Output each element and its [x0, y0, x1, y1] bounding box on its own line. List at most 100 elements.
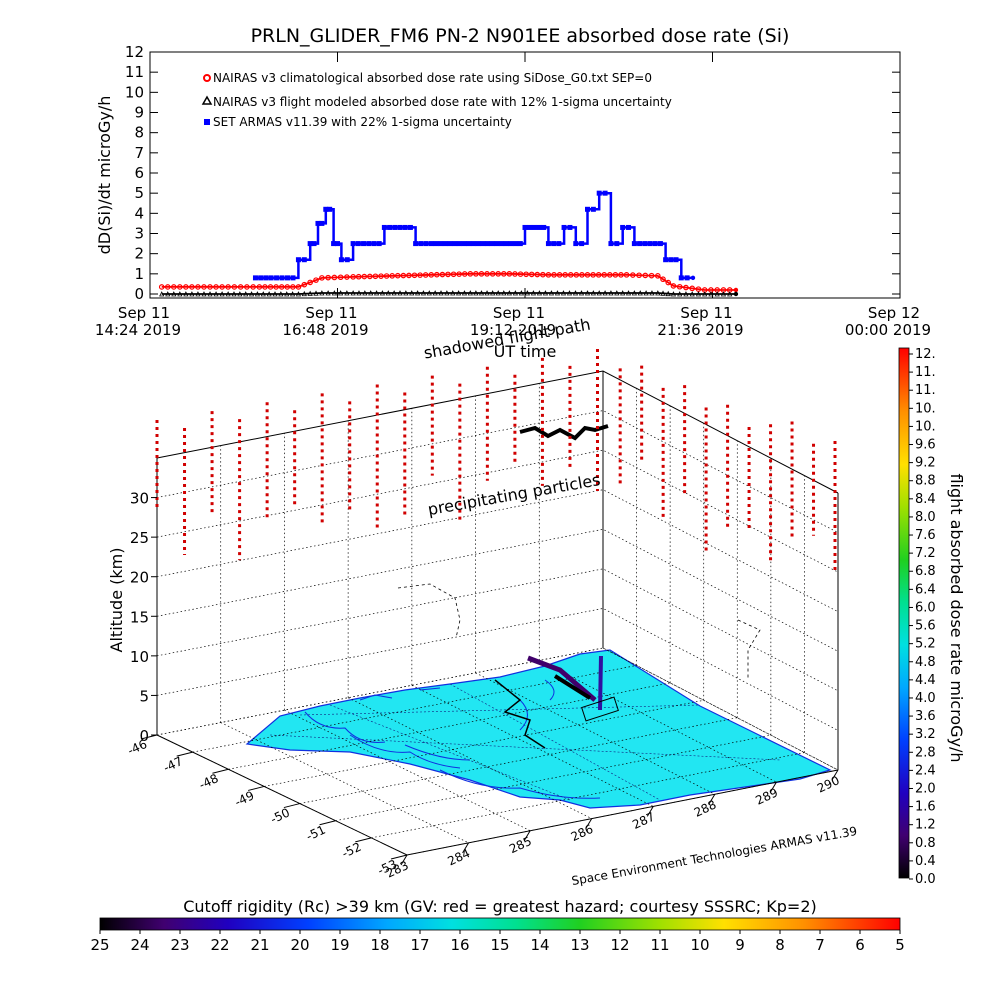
- data-point: [252, 275, 258, 281]
- data-point: [637, 241, 643, 247]
- annotation-precipitating-particles: precipitating particles: [426, 470, 602, 519]
- data-point: [714, 291, 720, 297]
- dose-colorbar-tick-label: 0.0: [915, 872, 936, 887]
- altitude-gridline: [156, 489, 839, 613]
- data-point: [602, 190, 608, 196]
- data-point: [556, 272, 563, 278]
- data-point: [595, 272, 602, 278]
- lon-tick-label: 289: [753, 785, 780, 807]
- data-point: [506, 271, 513, 277]
- dose-colorbar-ticks: 12. 11. 11. 10. 10. 9.6 9.2 8.8 8.4 8.0 7.6 7.2 6.8 6…: [909, 347, 936, 887]
- data-point: [378, 273, 384, 279]
- data-point: [612, 272, 619, 278]
- data-point: [315, 220, 321, 226]
- flight-path-box: [581, 696, 619, 722]
- data-point: [177, 284, 183, 290]
- data-point: [467, 271, 474, 277]
- dose-colorbar-tick-label: 6.4: [915, 582, 936, 597]
- data-point: [665, 279, 672, 286]
- dose-colorbar-tick-label: 6.0: [915, 600, 936, 615]
- data-point: [327, 206, 333, 212]
- lat-tick-mark: [212, 768, 229, 774]
- rigidity-colorbar-tick-label: 19: [330, 936, 349, 954]
- data-point: [355, 273, 362, 280]
- rigidity-colorbar-tick-label: 17: [410, 936, 429, 954]
- data-point: [636, 272, 642, 279]
- data-point: [362, 290, 368, 296]
- data-point: [647, 241, 653, 247]
- y-tick-label: 2: [134, 245, 144, 263]
- y-tick-label: 12: [125, 43, 144, 61]
- data-point: [389, 273, 395, 279]
- data-point: [225, 284, 231, 290]
- lat-tick-mark: [140, 734, 158, 740]
- flight-path-vertical: [598, 655, 603, 711]
- lat-tick-mark: [355, 837, 372, 843]
- data-point: [278, 291, 284, 297]
- shadowed-flight-path: [519, 424, 609, 441]
- lat-tick-label: -47: [161, 754, 185, 775]
- data-point: [307, 290, 313, 296]
- data-point: [618, 272, 624, 278]
- data-point: [158, 284, 165, 290]
- data-point: [494, 241, 500, 247]
- rigidity-colorbar-tick-label: 24: [130, 936, 149, 954]
- data-point: [237, 284, 244, 290]
- y-tick-label: 7: [134, 144, 144, 162]
- legend-label-armas: SET ARMAS v11.39 with 22% 1-sigma uncert…: [213, 115, 512, 129]
- data-point: [670, 283, 677, 289]
- data-point: [262, 284, 268, 290]
- data-point: [620, 224, 626, 230]
- data-point: [183, 284, 189, 290]
- data-point: [258, 275, 264, 281]
- data-point: [391, 290, 397, 296]
- data-point: [733, 287, 739, 293]
- lon-tick-label: 290: [815, 773, 842, 795]
- data-point: [361, 273, 368, 280]
- altitude-axis-label: Altitude (km): [107, 548, 126, 653]
- altitude-ticks: 0 5 10 15 20 25 30: [130, 490, 157, 745]
- data-point: [285, 275, 290, 281]
- data-point: [499, 241, 505, 247]
- data-point: [307, 241, 313, 247]
- data-point: [301, 257, 307, 263]
- y-tick-label: 0: [134, 285, 144, 303]
- data-point: [284, 284, 291, 290]
- data-point: [677, 291, 683, 297]
- dose-colorbar-tick-label: 4.4: [915, 673, 936, 688]
- data-point: [319, 275, 325, 281]
- data-point: [708, 291, 714, 297]
- lat-tick-mark: [283, 803, 300, 809]
- data-point: [394, 272, 401, 279]
- dose-colorbar-tick-label: 9.6: [915, 438, 936, 453]
- data-point: [420, 290, 427, 296]
- data-point: [684, 275, 690, 281]
- data-point: [456, 241, 462, 247]
- data-point: [406, 272, 412, 279]
- altitude-tick-label: 10: [130, 648, 149, 666]
- data-point: [648, 272, 655, 279]
- data-point: [508, 241, 514, 247]
- data-point: [171, 291, 177, 297]
- data-point: [397, 290, 403, 296]
- data-point: [683, 291, 689, 297]
- dose-colorbar-tick-label: 0.8: [915, 836, 936, 851]
- data-point: [213, 284, 219, 290]
- data-point: [219, 291, 225, 297]
- data-point: [295, 257, 301, 263]
- data-point: [331, 274, 338, 281]
- map-grid-lines: [269, 683, 781, 801]
- data-point: [385, 290, 391, 296]
- data-point: [545, 241, 551, 247]
- data-point: [567, 272, 574, 278]
- data-point: [534, 271, 541, 278]
- data-point: [626, 224, 632, 230]
- data-point: [225, 291, 231, 297]
- data-point: [512, 271, 518, 277]
- dose-colorbar-tick-label: 2.0: [915, 781, 936, 796]
- lon-tick-label: 288: [692, 797, 719, 819]
- data-point: [284, 291, 290, 297]
- data-point: [536, 290, 543, 296]
- data-point: [383, 273, 390, 279]
- x-tick-time: 00:00 2019: [845, 321, 931, 339]
